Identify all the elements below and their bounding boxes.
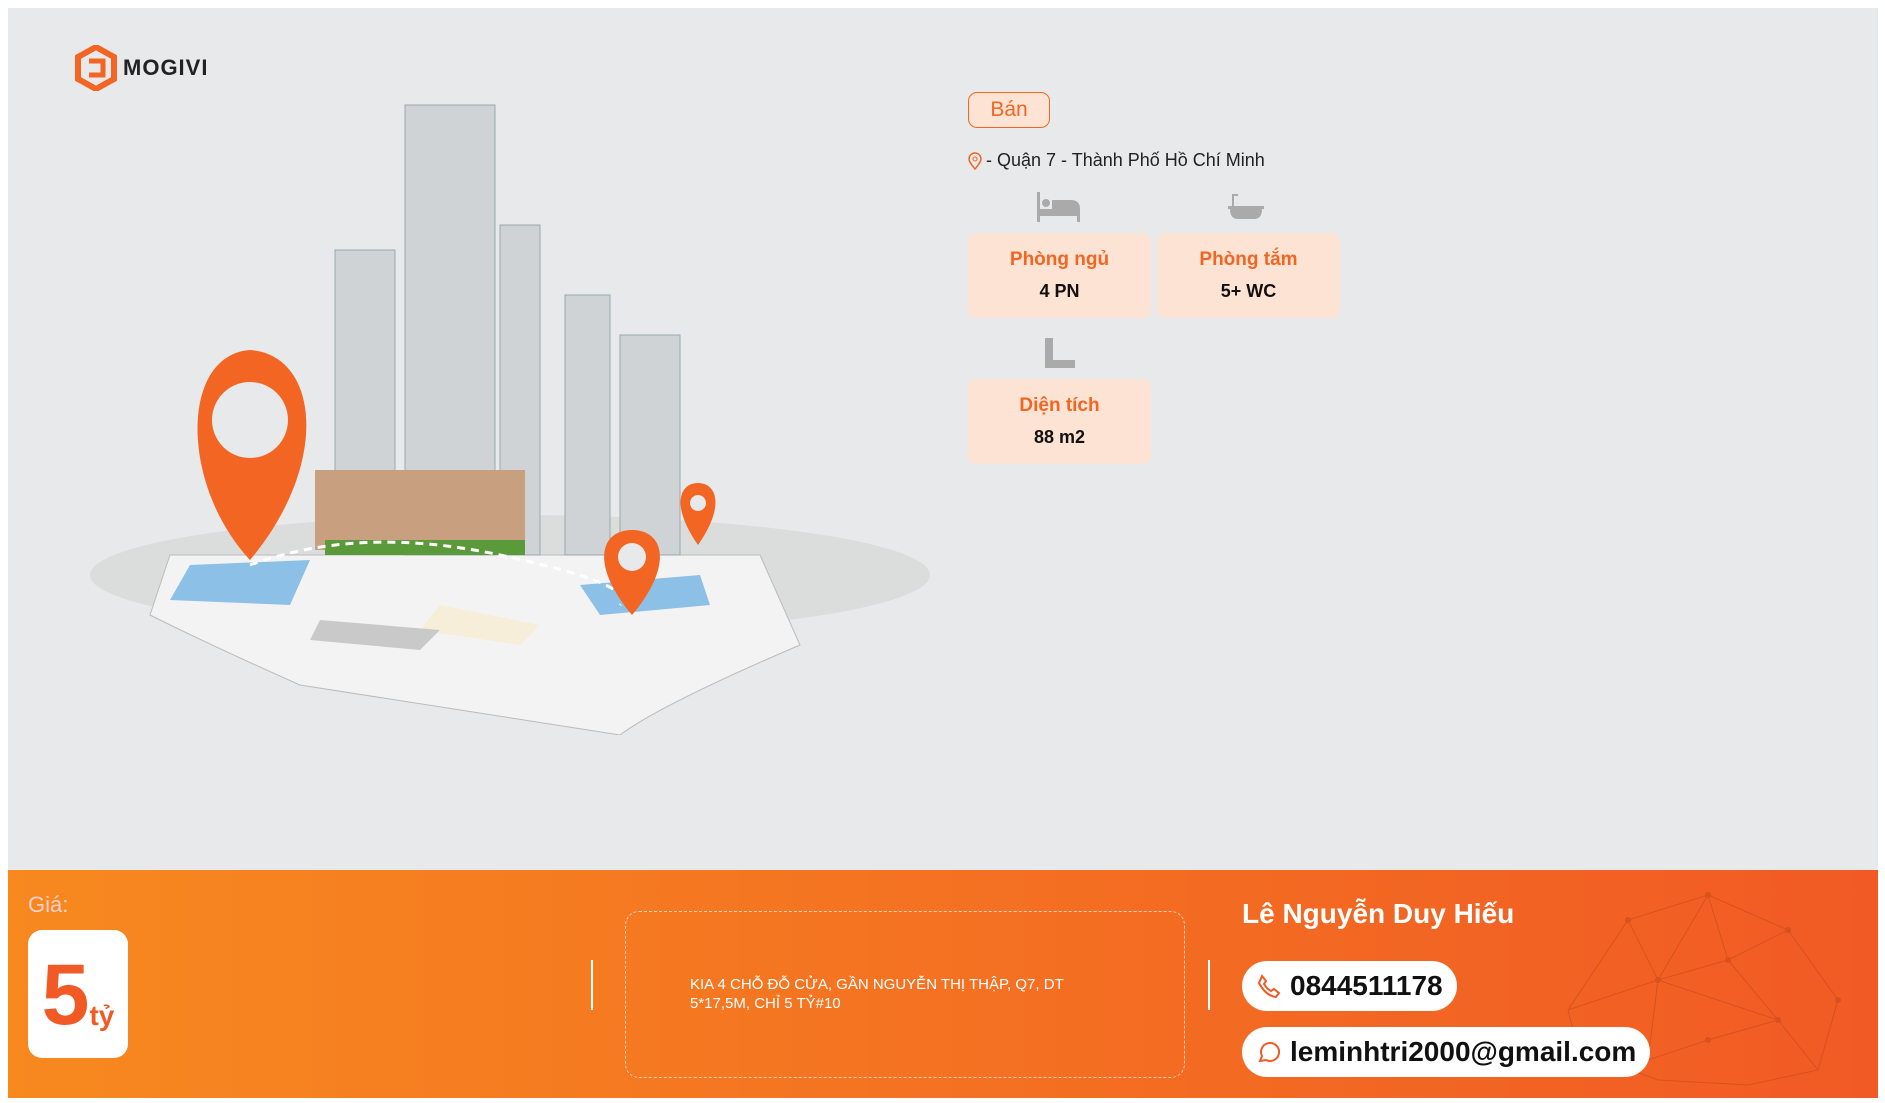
location-text: - Quận 7 - Thành Phố Hồ Chí Minh <box>986 150 1265 170</box>
phone-pill[interactable]: 0844511178 <box>1242 961 1457 1011</box>
feature-value: 88 m2 <box>1033 427 1086 447</box>
divider <box>591 960 593 1010</box>
email-address: leminhtri2000@gmail.com <box>1290 1036 1637 1067</box>
network-globe-decoration <box>1567 892 1841 1086</box>
email-pill[interactable]: leminhtri2000@gmail.com <box>1242 1027 1651 1077</box>
feature-card-bedrooms: Phòng ngủ 4 PN <box>968 233 1151 318</box>
map-pin-icon <box>968 151 982 170</box>
agent-name: Lê Nguyễn Duy Hiếu <box>1242 898 1515 929</box>
listing-type-badge: Bán <box>968 92 1050 128</box>
feature-value: 5+ WC <box>1220 281 1277 301</box>
bed-icon <box>1037 192 1080 222</box>
feature-card-area: Diện tích 88 m2 <box>968 379 1151 464</box>
price-unit: tỷ <box>89 1000 115 1031</box>
description-box: KIA 4 CHỖ ĐỖ CỬA, GẦN NGUYỄN THỊ THẬP, Q… <box>625 911 1185 1078</box>
logo-text: MOGIVI <box>123 55 209 80</box>
hero-section <box>8 8 1878 870</box>
feature-label: Diện tích <box>1019 395 1100 416</box>
feature-label: Phòng ngủ <box>1009 249 1110 270</box>
feature-card-bathrooms: Phòng tắm 5+ WC <box>1157 233 1340 318</box>
logo: MOGIVI <box>75 45 208 91</box>
mogivi-logo-icon <box>75 45 117 91</box>
description-text: KIA 4 CHỖ ĐỖ CỬA, GẦN NGUYỄN THỊ THẬP, Q… <box>690 976 1064 1012</box>
location: - Quận 7 - Thành Phố Hồ Chí Minh <box>968 150 1265 171</box>
price-label: Giá: <box>28 892 69 917</box>
price-value: 5 <box>41 947 90 1043</box>
chat-icon <box>1258 1042 1280 1063</box>
divider <box>1208 960 1210 1010</box>
ruler-icon <box>1045 338 1075 368</box>
feature-label: Phòng tắm <box>1199 249 1298 270</box>
feature-value: 4 PN <box>1039 281 1080 301</box>
bathtub-icon <box>1228 194 1264 219</box>
price-box: 5 tỷ <box>28 930 128 1058</box>
phone-number: 0844511178 <box>1290 970 1443 1001</box>
footer-band: Giá: 5 tỷ KIA 4 CHỖ ĐỖ CỬA, GẦN NGUYỄN T… <box>8 870 1878 1098</box>
real-estate-illustration <box>90 104 930 735</box>
phone-icon <box>1257 974 1281 999</box>
